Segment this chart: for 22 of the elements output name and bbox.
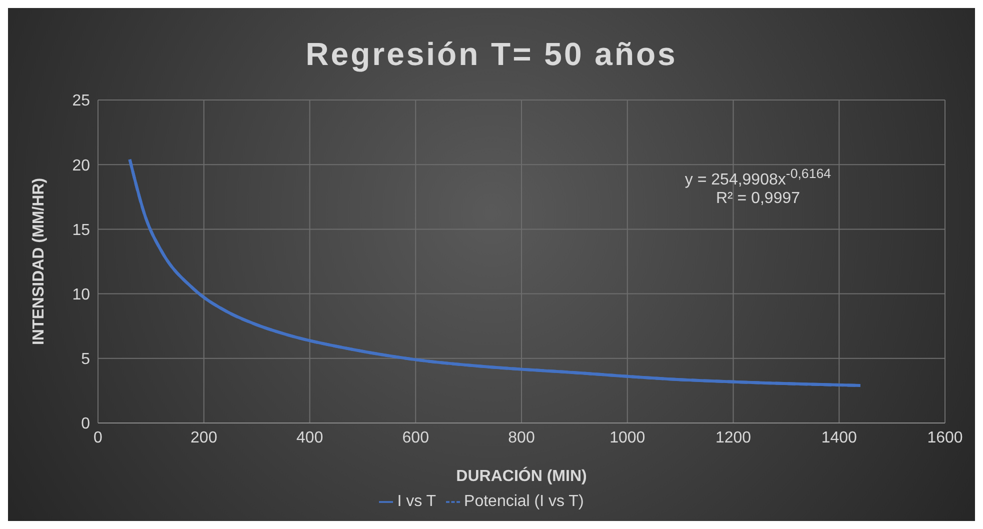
annotation: R² = 0,9997	[714, 190, 802, 208]
y-tick-label: 25	[72, 92, 90, 110]
y-tick-label: 0	[81, 416, 90, 433]
y-tick-label: 10	[72, 286, 90, 304]
x-tick-label: 600	[402, 429, 430, 446]
y-axis-title: INTENSIDAD (MM/HR)	[30, 178, 48, 346]
x-axis-title: DURACIÓN (MIN)	[456, 466, 587, 485]
chart-title: Regresión T= 50 años	[304, 36, 678, 73]
x-tick-label: 1600	[927, 429, 963, 446]
y-tick-label: 15	[72, 222, 90, 239]
annotation: y = 254,9908x$^{-0,6164}$	[684, 166, 832, 190]
x-tick-label: 1400	[821, 429, 858, 446]
legend-label: I vs T	[397, 493, 436, 510]
x-tick-label: 1000	[610, 429, 646, 446]
x-tick-label: 1200	[715, 429, 752, 446]
y-tick-label: 5	[81, 351, 90, 368]
x-tick-label: 400	[296, 429, 324, 446]
x-tick-label: 800	[508, 429, 535, 446]
x-tick-label: 200	[190, 429, 218, 446]
y-tick-label: 20	[72, 157, 90, 174]
x-tick-label: 0	[94, 429, 103, 446]
legend-label: Potencial (I vs T)	[464, 493, 584, 510]
